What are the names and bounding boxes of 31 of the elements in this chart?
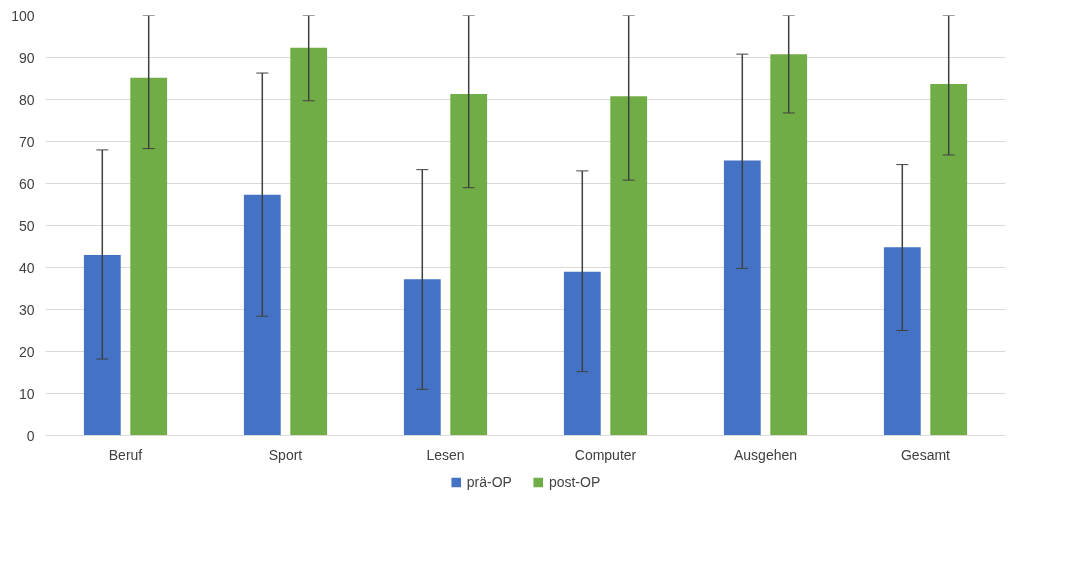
y-tick-label: 30 <box>18 301 35 318</box>
bar <box>243 194 281 436</box>
x-tick-label: Computer <box>574 446 637 463</box>
bar <box>610 96 648 436</box>
legend-label: prä-OP <box>466 474 512 490</box>
y-tick-label: 100 <box>11 7 35 24</box>
x-tick-label: Beruf <box>108 446 143 463</box>
bar <box>130 77 168 436</box>
y-tick-label: 70 <box>18 133 35 150</box>
y-tick-label: 0 <box>26 427 35 444</box>
y-tick-label: 80 <box>18 91 35 108</box>
bar <box>290 47 328 436</box>
y-tick-label: 20 <box>18 343 35 360</box>
x-tick-label: Lesen <box>426 446 465 463</box>
bar <box>450 94 488 436</box>
legend-label: post-OP <box>548 474 601 490</box>
bar <box>403 279 441 436</box>
x-tick-label: Sport <box>268 446 303 463</box>
y-tick-label: 10 <box>18 385 35 402</box>
y-tick-label: 90 <box>18 49 35 66</box>
bar <box>930 83 968 436</box>
y-tick-label: 50 <box>18 217 35 234</box>
bar <box>723 160 761 436</box>
bar <box>770 54 808 436</box>
bar <box>83 254 121 436</box>
bar <box>883 247 921 436</box>
x-tick-label: Ausgehen <box>733 446 798 463</box>
x-tick-label: Gesamt <box>900 446 951 463</box>
bar <box>563 271 601 436</box>
y-tick-label: 60 <box>18 175 35 192</box>
y-tick-label: 40 <box>18 259 35 276</box>
